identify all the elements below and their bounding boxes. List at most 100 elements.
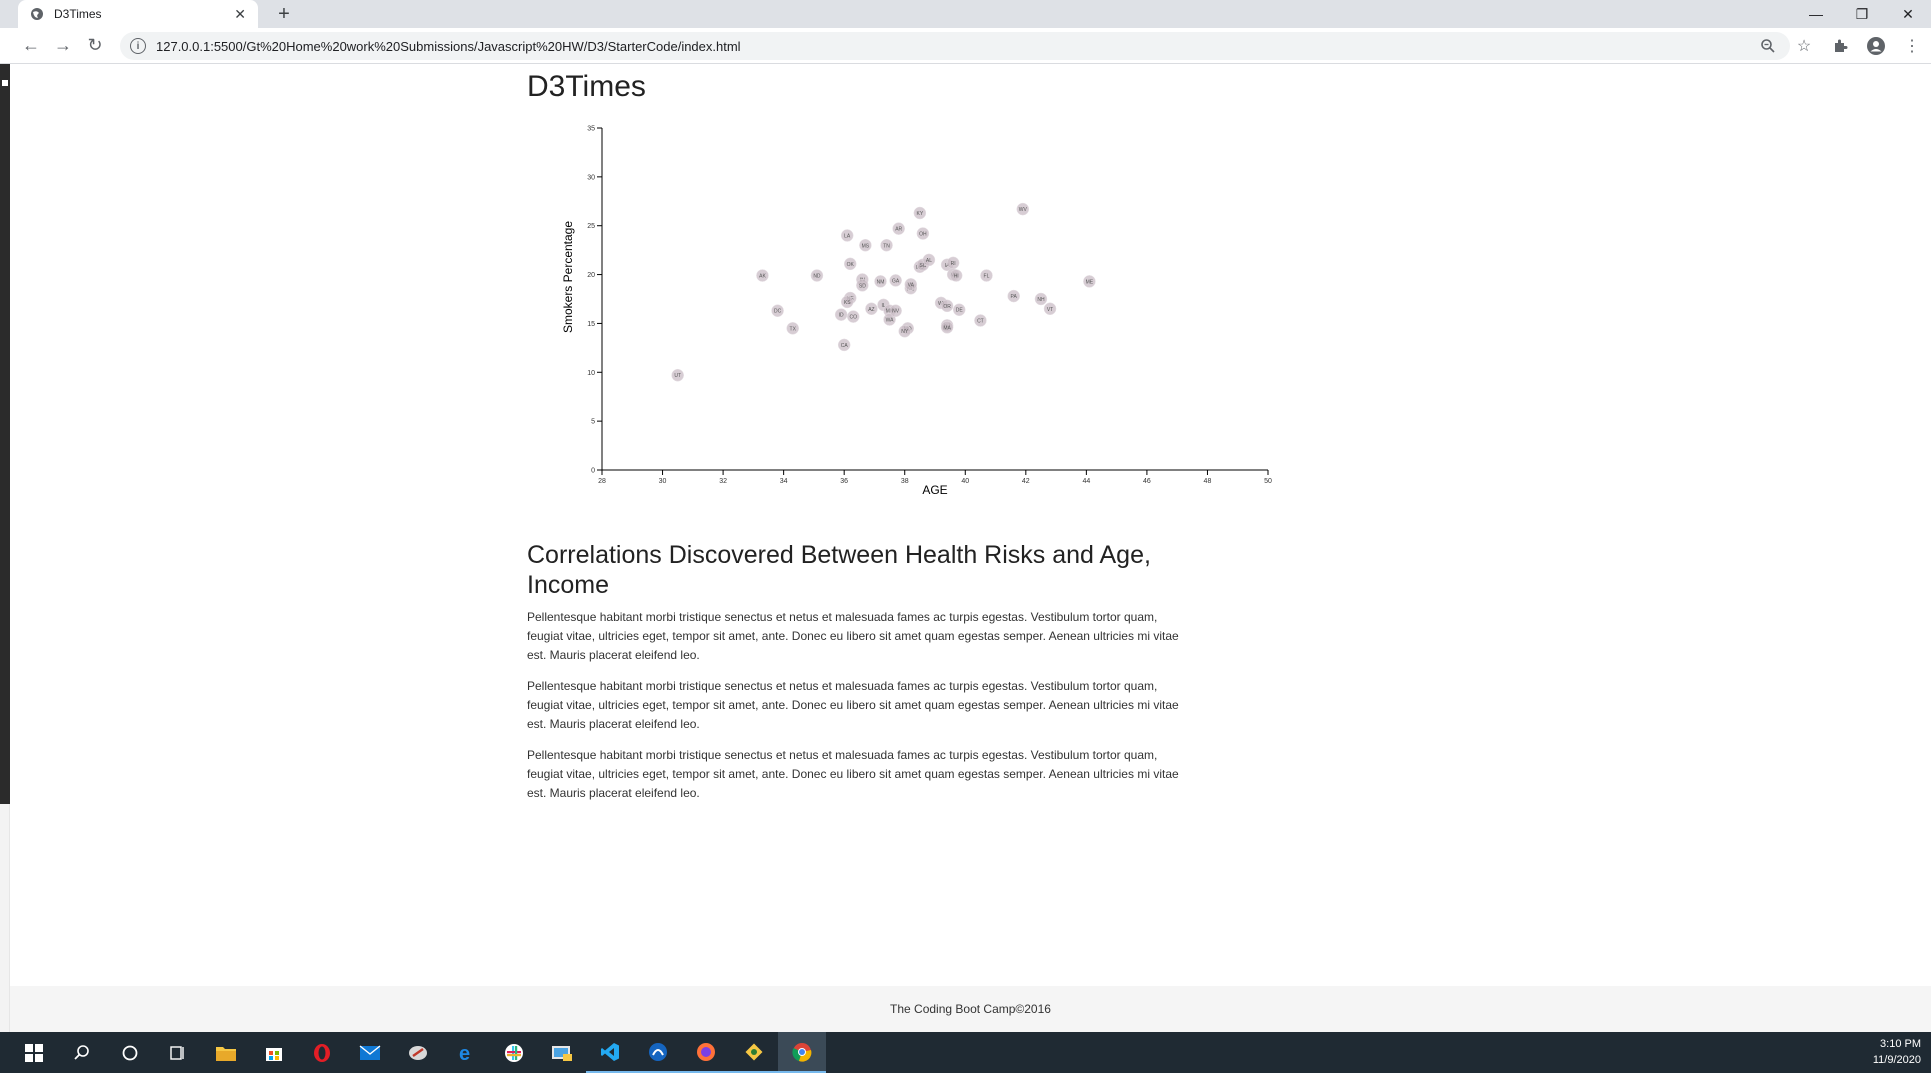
back-icon[interactable]: ← (22, 35, 40, 55)
address-bar[interactable]: i 127.0.0.1:5500/Gt%20Home%20work%20Subm… (120, 32, 1790, 60)
clock-date: 11/9/2020 (1872, 1054, 1921, 1066)
git-kraken-icon[interactable] (730, 1032, 778, 1073)
data-point-label: WV (1019, 207, 1028, 213)
data-point (892, 222, 905, 235)
app-blue-icon[interactable] (634, 1032, 682, 1073)
mail-icon[interactable] (346, 1032, 394, 1073)
data-point (889, 274, 902, 287)
article-paragraph: Pellentesque habitant morbi tristique se… (527, 748, 1179, 800)
scatter-chart-svg: 28 30 32 34 36 38 40 42 44 46 48 50 0 5 10 15 20 25 30 35 AG… (561, 126, 1272, 498)
data-point-label: RI (951, 261, 956, 267)
data-point (940, 299, 954, 313)
new-tab-button[interactable]: + (278, 2, 290, 25)
windows-start-icon[interactable] (10, 1032, 58, 1073)
firefox-icon[interactable] (682, 1032, 730, 1073)
x-tick-label: 34 (780, 478, 788, 485)
slack-icon[interactable] (490, 1032, 538, 1073)
extensions-icon[interactable] (1829, 32, 1851, 60)
x-tick-label: 32 (719, 478, 727, 485)
snipping-icon[interactable] (394, 1032, 442, 1073)
data-point-label: TN (883, 243, 890, 249)
data-point-label: SD (859, 283, 866, 289)
data-point-label: NV (892, 309, 900, 315)
store-icon[interactable] (250, 1032, 298, 1073)
url-text[interactable]: 127.0.0.1:5500/Gt%20Home%20work%20Submis… (156, 38, 741, 54)
browser-tab-bar: D3Times ✕ + — ❐ ✕ (0, 0, 1931, 28)
data-point (913, 206, 927, 220)
x-tick-label: 50 (1264, 478, 1272, 485)
data-point-label: CO (850, 315, 858, 321)
data-point (1016, 202, 1030, 216)
data-point-label: AK (759, 274, 766, 280)
zoom-icon[interactable] (1757, 32, 1779, 60)
data-point (922, 253, 936, 267)
bookmark-star-icon[interactable]: ☆ (1796, 38, 1812, 55)
gallery-icon[interactable] (538, 1032, 586, 1073)
info-icon[interactable]: i (130, 38, 146, 54)
search-icon[interactable] (58, 1032, 106, 1073)
close-window-icon[interactable]: ✕ (1902, 5, 1914, 22)
vscode-icon[interactable] (586, 1032, 634, 1073)
reload-icon[interactable]: ↻ (87, 35, 103, 55)
data-point (898, 324, 911, 338)
data-point-label: WA (886, 318, 895, 324)
data-point (771, 304, 784, 317)
data-point-label: WI (938, 301, 944, 307)
data-point (1083, 275, 1096, 288)
svg-text:e: e (459, 1043, 470, 1063)
data-point (756, 269, 769, 282)
data-point (786, 322, 799, 335)
data-point-label: OK (847, 262, 855, 268)
forward-icon[interactable]: → (54, 35, 72, 55)
task-view-icon[interactable] (154, 1032, 202, 1073)
data-point (889, 304, 902, 317)
article-paragraph: Pellentesque habitant morbi tristique se… (527, 679, 1179, 731)
data-point-label: KS (844, 300, 851, 306)
profile-icon[interactable] (1865, 32, 1887, 60)
data-point (904, 278, 918, 291)
cortana-icon[interactable] (106, 1032, 154, 1073)
x-tick-label: 28 (598, 478, 606, 485)
x-tick-label: 44 (1082, 478, 1090, 485)
system-clock[interactable]: 3:10 PM 11/9/2020 (1873, 1036, 1921, 1068)
data-point-label: HI (954, 274, 959, 280)
data-point (865, 302, 878, 316)
data-point (843, 257, 857, 271)
x-tick-label: 38 (901, 478, 909, 485)
page-title: D3Times (527, 70, 646, 103)
y-tick-label: 15 (587, 321, 595, 328)
y-tick-label: 30 (587, 174, 595, 181)
data-point-label: KY (917, 211, 924, 217)
main-content: D3Times 28 30 32 34 36 38 40 42 44 46 48 50 0 5 10 15 20… (527, 64, 1272, 803)
restore-icon[interactable]: ❐ (1855, 5, 1869, 22)
data-point-label: TX (790, 326, 797, 332)
article-paragraph: Pellentesque habitant morbi tristique se… (527, 610, 1179, 662)
data-point (946, 256, 960, 270)
data-point (940, 321, 954, 334)
data-point-label: DC (774, 309, 782, 315)
data-point-label: ID (839, 313, 844, 319)
data-point (1034, 292, 1048, 306)
data-point (883, 313, 896, 326)
data-point-label: PA (1011, 294, 1018, 300)
x-tick-label: 36 (840, 478, 848, 485)
data-point (980, 269, 993, 282)
data-point (952, 303, 966, 316)
file-explorer-icon[interactable] (202, 1032, 250, 1073)
data-point-label: AL (926, 258, 932, 264)
data-point-label: AZ (868, 307, 874, 313)
chrome-icon[interactable] (778, 1032, 826, 1073)
article-title: Correlations Discovered Between Health R… (527, 541, 1151, 599)
y-tick-label: 5 (591, 419, 595, 426)
menu-kebab-icon[interactable]: ⋮ (1904, 38, 1920, 55)
edge-icon[interactable]: e (442, 1032, 490, 1073)
x-tick-label: 42 (1022, 478, 1030, 485)
minimize-icon[interactable]: — (1809, 6, 1823, 22)
opera-icon[interactable] (298, 1032, 346, 1073)
tab-close-button[interactable]: ✕ (234, 5, 246, 22)
x-tick-label: 30 (659, 478, 667, 485)
data-point-label: ME (1086, 279, 1094, 285)
data-point (837, 338, 851, 352)
browser-tab[interactable]: D3Times ✕ (18, 0, 258, 28)
data-point-label: NH (1037, 297, 1045, 303)
